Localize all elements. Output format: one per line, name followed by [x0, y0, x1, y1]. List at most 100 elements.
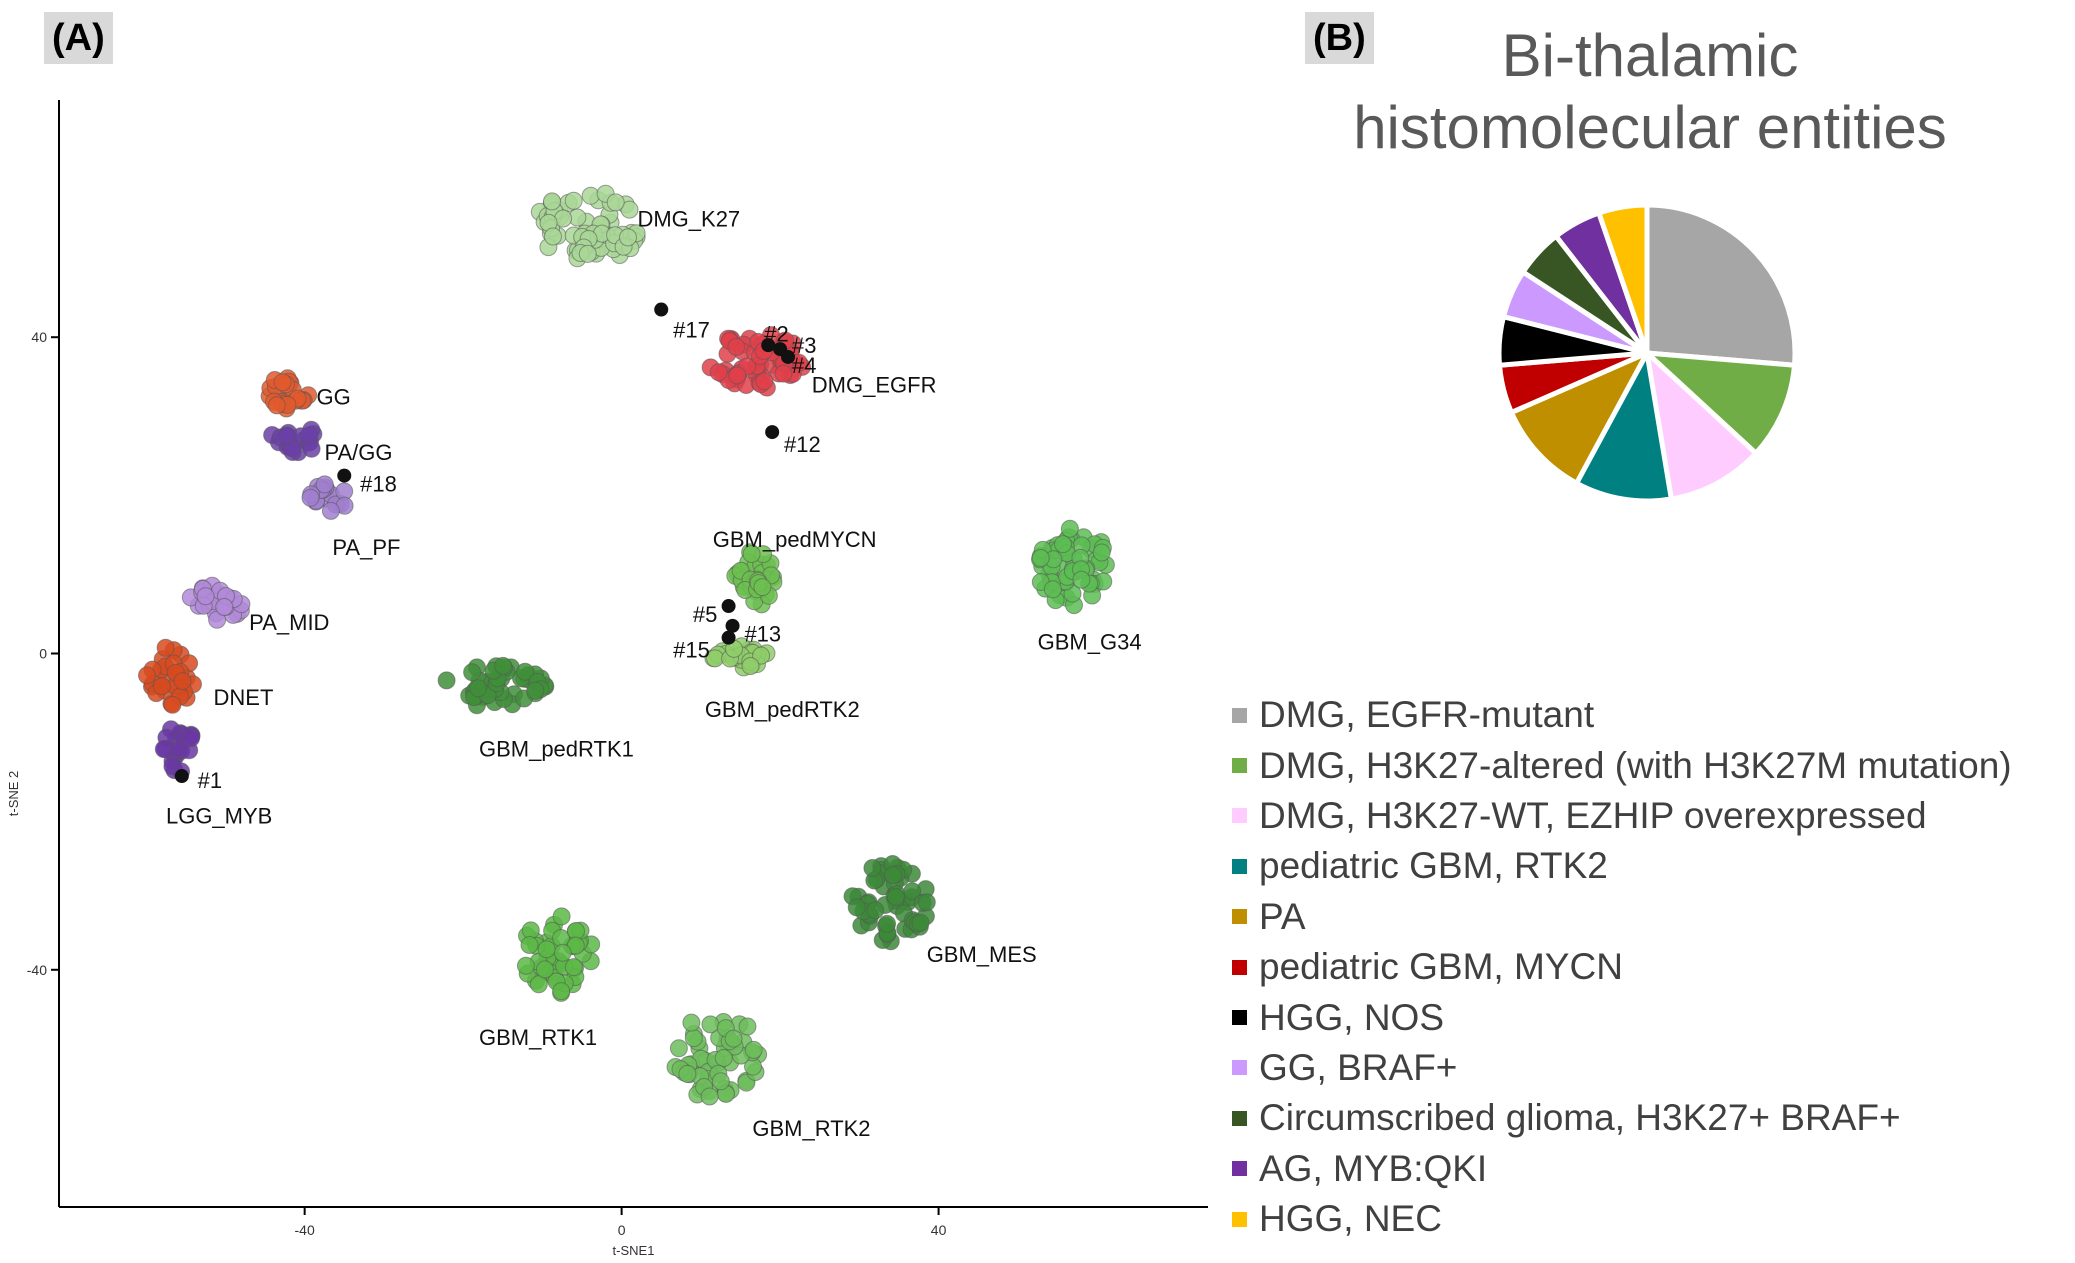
cluster-label: DMG_K27: [637, 207, 740, 232]
cluster-point: [537, 940, 556, 959]
legend-label: DMG, EGFR-mutant: [1259, 694, 1595, 736]
cluster-point: [911, 913, 930, 932]
sample-label: #17: [673, 317, 710, 342]
cluster-point: [711, 1072, 730, 1091]
legend-swatch: [1232, 758, 1247, 774]
cluster-point: [878, 914, 897, 933]
cluster-label: DMG_EGFR: [812, 373, 937, 398]
cluster-label: GBM_pedRTK2: [705, 697, 860, 722]
cluster-point: [516, 956, 535, 975]
cluster-point: [552, 907, 571, 926]
legend-item: HGG, NOS: [1232, 992, 2012, 1042]
legend-label: HGG, NEC: [1259, 1198, 1442, 1240]
cluster-point: [520, 936, 539, 954]
panel-a-label: (A): [44, 12, 113, 64]
cluster-gbm-pedrtk2: [704, 637, 776, 677]
cluster-point: [469, 679, 488, 698]
cluster-point: [152, 677, 171, 696]
legend-item: pediatric GBM, RTK2: [1232, 841, 2012, 891]
legend-swatch: [1232, 1060, 1247, 1076]
sample-label: #5: [693, 602, 717, 627]
legend-label: HGG, NOS: [1259, 996, 1445, 1038]
cluster-label: GBM_G34: [1038, 630, 1142, 655]
cluster-point: [564, 958, 583, 977]
cluster-gg: [260, 369, 318, 418]
cluster-point: [526, 681, 545, 700]
legend-label: pediatric GBM, RTK2: [1259, 845, 1608, 887]
pie-title-line-1: Bi-thalamic: [1501, 22, 1799, 89]
cluster-point: [1054, 535, 1072, 554]
cluster-point: [678, 1064, 697, 1083]
cluster-label: LGG_MYB: [166, 804, 272, 829]
x-tick-label: 0: [618, 1222, 626, 1238]
sample-point: [721, 599, 736, 614]
cluster-point: [753, 578, 772, 597]
legend-label: AG, MYB:QKI: [1259, 1147, 1488, 1189]
cluster-dmg-k27: [530, 184, 646, 268]
cluster-point: [163, 695, 182, 714]
cluster-point: [1043, 580, 1062, 599]
pie-legend: DMG, EGFR-mutant DMG, H3K27-altered (with…: [1232, 690, 2012, 1244]
cluster-label: PA_PF: [332, 535, 400, 560]
cluster-gbm-rtk1: [516, 907, 601, 1002]
legend-swatch: [1232, 1161, 1247, 1177]
pie-slice-3: [1574, 350, 1674, 504]
sample-point: [765, 425, 780, 440]
sample-point: [781, 349, 796, 364]
sample-point: [761, 338, 776, 353]
legend-item: DMG, H3K27-altered (with H3K27M mutation…: [1232, 740, 2012, 790]
pie-slice-0: [1644, 202, 1798, 368]
y-axis-label: t-SNE 2: [6, 771, 21, 817]
cluster-point: [578, 244, 597, 263]
cluster-point: [863, 859, 882, 877]
cluster-point: [544, 227, 562, 246]
legend-item: Circumscribed glioma, H3K27+ BRAF+: [1232, 1093, 2012, 1143]
sample-point: [337, 468, 352, 483]
legend-swatch: [1232, 909, 1247, 925]
legend-item: AG, MYB:QKI: [1232, 1144, 2012, 1194]
cluster-point: [321, 501, 340, 520]
cluster-label: PA/GG: [324, 440, 392, 465]
cluster-label: GBM_RTK1: [479, 1025, 597, 1050]
cluster-gbm-pedmycn: [726, 543, 783, 614]
cluster-point: [866, 901, 885, 920]
cluster-point: [742, 545, 761, 563]
legend-item: PA: [1232, 892, 2012, 942]
legend-label: Circumscribed glioma, H3K27+ BRAF+: [1259, 1097, 1901, 1139]
cluster-pa-gg: [263, 420, 323, 462]
cluster-point: [1072, 570, 1091, 589]
legend-swatch: [1232, 1010, 1247, 1026]
cluster-point: [273, 373, 292, 392]
cluster-point: [215, 598, 234, 616]
cluster-point: [886, 888, 905, 906]
panel-b-label: (B): [1305, 12, 1374, 64]
cluster-gbm-pedrtk1: [437, 656, 555, 715]
x-tick-label: -40: [295, 1222, 315, 1238]
cluster-point: [682, 1013, 701, 1032]
cluster-point: [516, 662, 535, 681]
legend-label: DMG, H3K27-altered (with H3K27M mutation…: [1259, 744, 2012, 786]
cluster-label: GBM_pedRTK1: [479, 736, 634, 761]
cluster-point: [564, 191, 583, 210]
y-tick-label: 0: [39, 646, 47, 662]
cluster-point: [741, 657, 760, 675]
legend-item: HGG, NEC: [1232, 1194, 2012, 1244]
legend-item: GG, BRAF+: [1232, 1043, 2012, 1093]
cluster-label: DNET: [214, 685, 274, 710]
cluster-point: [700, 1087, 719, 1106]
cluster-point: [917, 893, 936, 912]
cluster-dnet: [138, 638, 202, 714]
x-tick-label: 40: [931, 1222, 947, 1238]
cluster-point: [154, 740, 173, 759]
cluster-gbm-mes: [843, 855, 936, 951]
pie-slice-4: [1508, 350, 1650, 486]
legend-swatch: [1232, 707, 1247, 723]
legend-item: pediatric GBM, MYCN: [1232, 942, 2012, 992]
cluster-point: [1060, 519, 1079, 538]
cluster-point: [714, 1049, 733, 1067]
legend-swatch: [1232, 1211, 1247, 1227]
cluster-point: [182, 729, 200, 748]
legend-swatch: [1232, 858, 1247, 874]
cluster-point: [300, 426, 319, 445]
